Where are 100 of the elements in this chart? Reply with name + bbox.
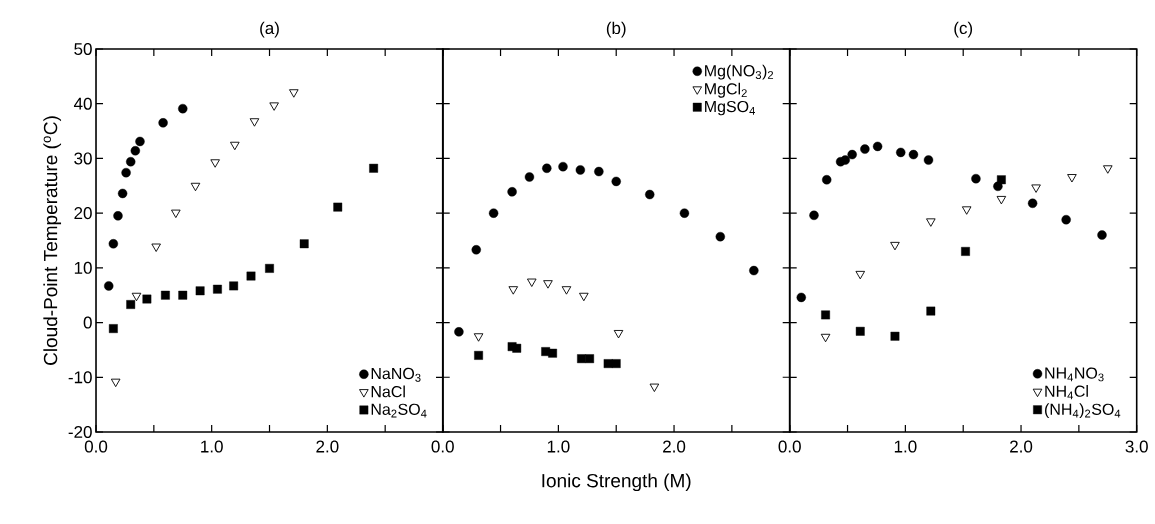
y-tick-label: 10 [74, 261, 92, 274]
point [265, 264, 274, 273]
point [524, 172, 535, 182]
point [860, 144, 870, 154]
point [1061, 215, 1071, 225]
point [926, 306, 936, 316]
point [474, 350, 483, 360]
point [577, 354, 586, 364]
point [471, 245, 481, 255]
y-tick-label: -10 [68, 371, 92, 384]
point [512, 343, 522, 353]
point [961, 206, 972, 215]
x-tick-label: 1.0 [201, 440, 223, 453]
chart-title: (c) [954, 21, 973, 38]
point [821, 310, 830, 320]
legend-label: (NH$_{4}$)$_{2}$SO$_{4}$ [1045, 403, 1121, 419]
legend-label: NaCl [371, 385, 405, 398]
point [649, 383, 660, 393]
point [333, 202, 343, 212]
x-tick-label: 3.0 [1125, 440, 1148, 453]
point [872, 141, 883, 152]
point [847, 149, 857, 160]
point [269, 102, 279, 111]
x-tick-label: 0.0 [778, 440, 801, 453]
point [961, 247, 970, 256]
point [822, 175, 832, 185]
point [488, 208, 499, 218]
x-tick-label: 2.0 [663, 440, 686, 453]
point [820, 333, 831, 343]
point [229, 281, 239, 291]
point [299, 239, 309, 249]
point [908, 149, 919, 160]
point [542, 163, 552, 173]
point [645, 189, 655, 200]
legend-label: MgCl$_{2}$ [705, 82, 747, 98]
point [749, 265, 759, 276]
chart-title: (b) [606, 21, 626, 38]
point [508, 286, 519, 295]
point [558, 161, 568, 172]
point [121, 167, 131, 178]
point [1097, 230, 1107, 240]
x-tick-label: 0.0 [84, 440, 108, 453]
point [890, 331, 900, 341]
point [454, 327, 464, 337]
point [611, 176, 621, 187]
y-tick-label: 30 [74, 152, 92, 165]
point [135, 136, 145, 147]
point [715, 231, 726, 242]
point [996, 195, 1007, 205]
point [996, 175, 1006, 185]
point [289, 89, 299, 98]
point [473, 333, 484, 342]
point [1027, 198, 1038, 208]
point [579, 292, 589, 302]
point [369, 163, 379, 173]
point [548, 348, 557, 358]
x-tick-label: 1.0 [894, 440, 917, 453]
legend-label: NaNO$_{3}$ [371, 367, 421, 382]
point [526, 278, 537, 287]
point [613, 330, 624, 339]
y-tick-label: 0 [83, 316, 92, 329]
point [131, 292, 142, 302]
y-tick-label: 40 [73, 97, 92, 110]
point [1067, 174, 1077, 183]
point [926, 218, 936, 227]
point [575, 165, 586, 175]
point [130, 146, 141, 156]
point [171, 209, 181, 219]
point [178, 290, 188, 300]
point [246, 271, 256, 281]
chart-title: (a) [260, 21, 279, 38]
point [855, 270, 866, 280]
point [113, 211, 123, 221]
point [603, 359, 613, 368]
point [543, 280, 553, 289]
point [110, 378, 121, 388]
point [108, 324, 118, 333]
point [158, 118, 168, 128]
x-tick-label: 2.0 [1010, 440, 1033, 453]
point [190, 182, 201, 192]
x-tick-label: 0.0 [431, 440, 454, 453]
point [679, 208, 690, 218]
point [594, 166, 604, 177]
point [151, 243, 161, 252]
point [1103, 165, 1113, 174]
x-tick-label: 1.0 [547, 440, 570, 453]
point [210, 159, 220, 168]
x-tick-label: 2.0 [316, 440, 339, 453]
point [230, 141, 240, 151]
point [104, 281, 114, 291]
point [840, 155, 850, 165]
point [126, 300, 136, 309]
legend-label: MgSO$_{4}$ [705, 100, 755, 116]
point [809, 210, 819, 221]
point [585, 354, 595, 364]
point [855, 326, 865, 336]
point [1031, 184, 1041, 193]
point [249, 118, 260, 127]
y-tick-label: -20 [68, 425, 92, 439]
point [126, 157, 136, 167]
